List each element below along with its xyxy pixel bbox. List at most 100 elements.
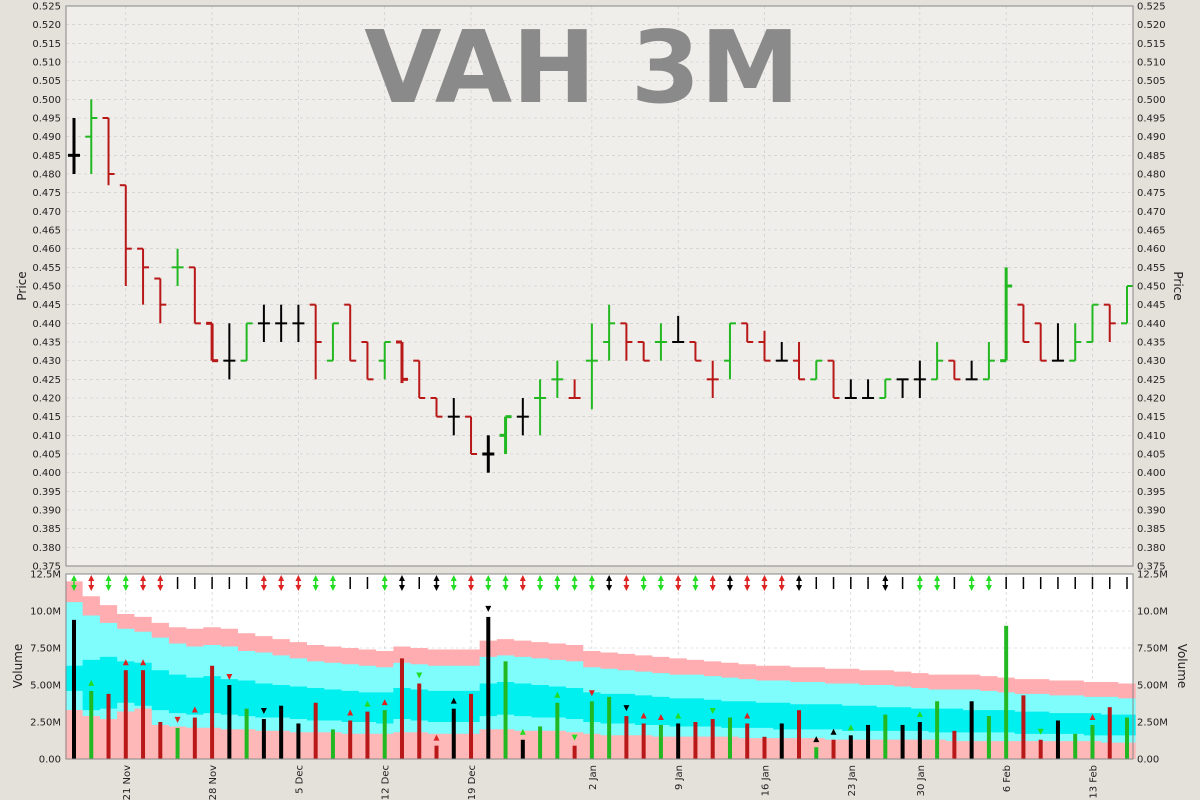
signal-down-arrow (468, 585, 475, 591)
volume-bar (779, 723, 784, 759)
price-tick-label: 0.425 (1137, 375, 1166, 386)
signal-up-arrow (71, 575, 77, 581)
price-tick-label: 0.455 (32, 263, 61, 274)
price-tick-label: 0.395 (1137, 487, 1166, 498)
signal-down-arrow (140, 585, 147, 591)
volume-bar (296, 723, 301, 759)
signal-down-arrow (122, 585, 129, 591)
price-tick-label: 0.525 (1137, 2, 1166, 13)
signal-up-arrow (675, 712, 682, 719)
signal-down-arrow (934, 585, 941, 591)
signal-up-arrow (450, 697, 457, 704)
signal-up-arrow (1089, 713, 1096, 720)
signal-down-arrow (485, 585, 492, 591)
signal-down-arrow (416, 672, 423, 679)
signal-up-arrow (347, 709, 354, 716)
volume-bar (883, 714, 888, 759)
volume-bar (382, 710, 387, 759)
price-tick-label: 0.465 (32, 226, 61, 237)
price-tick-label: 0.460 (1137, 244, 1166, 255)
volume-tick-label: 0.00 (1137, 755, 1159, 766)
signal-down-arrow (381, 585, 388, 591)
price-tick-label: 0.475 (32, 188, 61, 199)
signal-down-arrow (588, 585, 595, 591)
signal-down-arrow (675, 585, 682, 591)
signal-up-arrow (657, 575, 664, 581)
signal-down-arrow (916, 585, 923, 591)
signal-up-arrow (312, 575, 319, 581)
price-tick-label: 0.450 (1137, 282, 1166, 293)
volume-axis-title-left: Volume (11, 644, 25, 689)
signal-up-arrow (571, 575, 578, 581)
volume-bar (89, 690, 94, 759)
volume-tick-label: 2.50M (1137, 718, 1168, 729)
signal-down-arrow (778, 585, 785, 591)
volume-bar (503, 661, 508, 759)
signal-up-arrow (295, 575, 302, 581)
signal-up-arrow (157, 575, 164, 581)
volume-band-core (65, 656, 1136, 736)
signal-up-arrow (761, 575, 768, 581)
price-tick-label: 0.500 (1137, 95, 1166, 106)
signal-down-arrow (537, 585, 544, 591)
signal-up-arrow (88, 575, 95, 581)
price-tick-label: 0.460 (32, 244, 61, 255)
signal-down-arrow (623, 705, 630, 712)
volume-bar (1038, 739, 1043, 759)
signal-down-arrow (260, 708, 267, 715)
price-tick-label: 0.520 (32, 20, 61, 31)
volume-bar (210, 665, 215, 759)
volume-bar (917, 722, 922, 759)
volume-bar (969, 701, 974, 759)
chart-title: VAH 3M (364, 9, 800, 126)
signal-down-arrow (571, 585, 578, 591)
signal-down-arrow (744, 585, 751, 591)
price-bars (68, 99, 1133, 473)
signal-up-arrow (744, 712, 751, 719)
signal-up-arrow (916, 711, 923, 717)
volume-bars (72, 616, 1129, 759)
signal-up-arrow (916, 575, 923, 581)
volume-plot-frame (65, 573, 1134, 760)
price-tick-label: 0.415 (32, 412, 61, 423)
volume-bar (348, 720, 353, 759)
volume-bar (1073, 733, 1078, 759)
signal-markers (71, 575, 1128, 743)
signal-up-arrow (450, 575, 457, 581)
signal-up-arrow (554, 691, 561, 698)
x-tick-label: 23 Jan (847, 765, 858, 796)
price-tick-label: 0.480 (32, 170, 61, 181)
volume-bar (572, 745, 577, 759)
x-tick-label: 6 Feb (1002, 765, 1013, 792)
signal-up-arrow (140, 659, 147, 666)
volume-bar (365, 711, 370, 759)
volume-bar (469, 693, 474, 759)
signal-up-arrow (692, 575, 699, 581)
volume-bar (399, 658, 404, 759)
signal-down-arrow (71, 585, 77, 591)
signal-down-arrow (329, 585, 336, 591)
price-tick-label: 0.495 (32, 114, 61, 125)
price-tick-label: 0.380 (1137, 543, 1166, 554)
price-tick-label: 0.505 (32, 76, 61, 87)
price-tick-label: 0.400 (32, 468, 61, 479)
volume-tick-label: 5.00M (30, 681, 61, 692)
signal-up-arrow (657, 713, 664, 720)
signal-up-arrow (554, 575, 561, 581)
price-plot-frame (65, 5, 1134, 567)
price-y-ticks-right: 0.375 0.380 0.385 0.390 0.395 0.400 0.405 0.410… (1137, 2, 1166, 573)
signal-down-arrow (433, 585, 440, 591)
price-tick-label: 0.480 (1137, 170, 1166, 181)
volume-bar (1004, 625, 1009, 759)
signal-up-arrow (709, 575, 716, 581)
price-tick-label: 0.455 (1137, 263, 1166, 274)
signal-up-arrow (519, 575, 526, 581)
signal-up-arrow (468, 575, 475, 581)
signal-down-arrow (295, 585, 302, 591)
signal-down-arrow (312, 585, 319, 591)
signal-down-arrow (278, 585, 285, 591)
volume-bar (1090, 724, 1095, 759)
price-tick-label: 0.440 (1137, 319, 1166, 330)
signal-down-arrow (709, 585, 716, 591)
